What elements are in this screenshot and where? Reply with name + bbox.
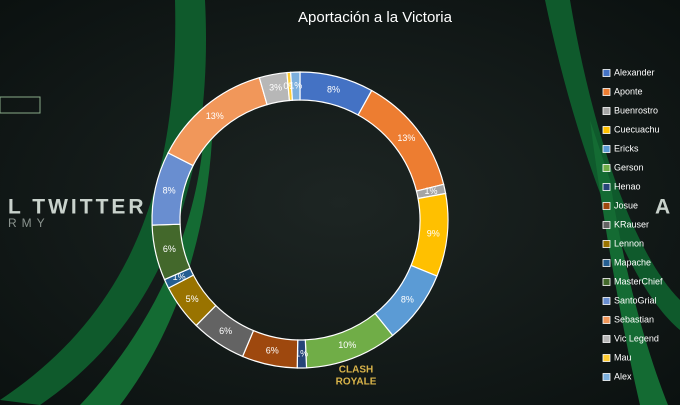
background-text: A [655, 196, 670, 219]
data-label: 1% [173, 272, 186, 282]
legend-label: Ericks [614, 143, 639, 153]
data-label: 9% [427, 228, 440, 238]
legend-label: SantoGrial [614, 295, 657, 305]
legend-label: Buenrostro [614, 105, 658, 115]
chart-title: Aportación a la Victoria [298, 9, 453, 26]
legend-swatch [602, 240, 611, 248]
data-label: 1% [295, 348, 308, 358]
data-label: 5% [186, 294, 199, 304]
green-swoosh [545, 0, 680, 330]
legend-swatch [602, 259, 611, 267]
data-label: 3% [269, 83, 282, 93]
legend-label: MasterChief [614, 276, 663, 286]
data-label: 6% [266, 345, 279, 355]
data-label: 6% [219, 326, 232, 336]
legend-swatch [602, 278, 611, 286]
background-text: RMY [8, 216, 50, 230]
legend-label: Henao [614, 181, 641, 191]
legend-label: Lennon [614, 238, 644, 248]
legend-label: Alexander [614, 67, 655, 77]
frame [0, 96, 41, 114]
data-label: 8% [401, 295, 414, 305]
legend-swatch [602, 202, 611, 210]
legend-swatch [602, 373, 611, 381]
data-label: 13% [397, 133, 415, 143]
legend-label: Vic Legend [614, 333, 659, 343]
legend-label: Mapache [614, 257, 651, 267]
legend-label: Alex [614, 371, 632, 381]
data-label: 0% [283, 81, 296, 91]
legend-label: Josue [614, 200, 638, 210]
legend-swatch [602, 316, 611, 324]
legend-label: KRauser [614, 219, 649, 229]
legend-label: Sebastian [614, 314, 654, 324]
data-label: 1% [289, 80, 302, 90]
legend-label: Aponte [614, 86, 643, 96]
data-label: 1% [424, 186, 437, 196]
legend-swatch [602, 88, 611, 96]
legend-swatch [602, 221, 611, 229]
legend-label: Cuecuachu [614, 124, 660, 134]
logo-text: CLASH [339, 365, 373, 376]
data-label: 8% [327, 85, 340, 95]
legend-swatch [602, 164, 611, 172]
green-swoosh [590, 120, 668, 405]
legend-label: Gerson [614, 162, 644, 172]
logo-text: ROYALE [336, 377, 377, 388]
legend-swatch [602, 145, 611, 153]
legend-label: Mau [614, 352, 632, 362]
legend-swatch [602, 107, 611, 115]
background-text: L TWITTER [8, 196, 147, 219]
legend-swatch [602, 126, 611, 134]
legend-swatch [602, 335, 611, 343]
legend-swatch [602, 183, 611, 191]
legend-swatch [602, 69, 611, 77]
data-label: 13% [206, 111, 224, 121]
data-label: 6% [163, 244, 176, 254]
legend-swatch [602, 297, 611, 305]
donut-slice [290, 71, 301, 101]
legend-swatch [602, 354, 611, 362]
data-label: 8% [163, 185, 176, 195]
data-label: 10% [338, 340, 356, 350]
